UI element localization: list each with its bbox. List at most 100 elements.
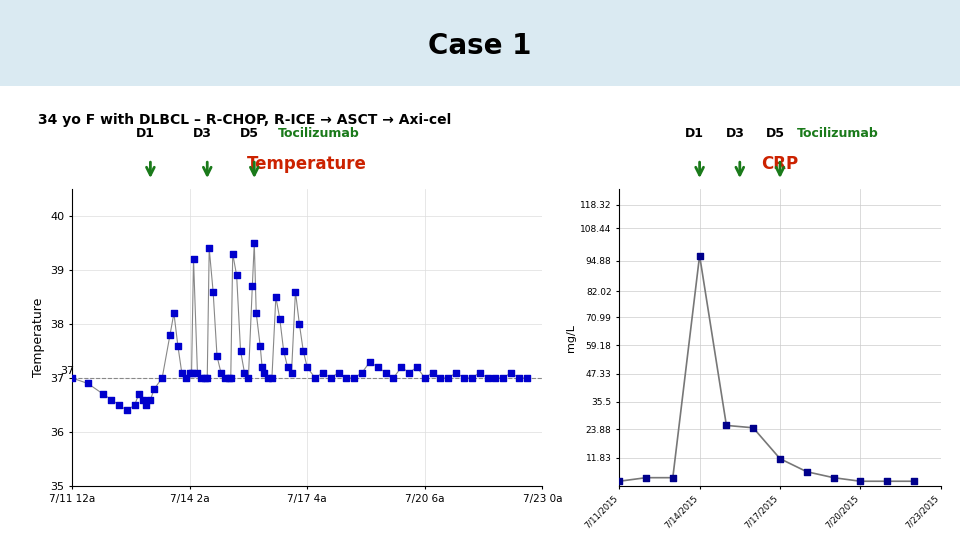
Point xyxy=(80,379,95,388)
Point xyxy=(638,474,654,482)
Point xyxy=(127,401,142,409)
Point xyxy=(488,374,503,382)
Point xyxy=(296,347,311,355)
Point xyxy=(433,374,448,382)
Point xyxy=(464,374,479,382)
Point xyxy=(417,374,432,382)
Point xyxy=(198,374,213,382)
Point xyxy=(252,341,268,350)
Point xyxy=(331,368,347,377)
Point xyxy=(186,255,202,264)
Point xyxy=(119,406,134,415)
Point xyxy=(166,309,181,318)
Point xyxy=(200,374,215,382)
Point xyxy=(852,477,868,485)
Point xyxy=(155,374,170,382)
Text: 34 yo F with DLBCL – R-CHOP, R-ICE → ASCT → Axi-cel: 34 yo F with DLBCL – R-CHOP, R-ICE → ASC… xyxy=(38,113,451,127)
Point xyxy=(170,341,185,350)
Text: CRP: CRP xyxy=(761,155,799,173)
Point xyxy=(245,282,260,291)
Point xyxy=(241,374,256,382)
Point xyxy=(425,368,441,377)
Y-axis label: mg/L: mg/L xyxy=(565,323,576,352)
Point xyxy=(665,474,681,482)
Point xyxy=(362,357,377,366)
Point xyxy=(456,374,471,382)
Text: Temperature: Temperature xyxy=(248,155,367,173)
Point xyxy=(307,374,323,382)
Point xyxy=(143,395,158,404)
Text: D3: D3 xyxy=(726,127,744,140)
Point xyxy=(96,390,111,399)
Text: D5: D5 xyxy=(240,127,259,140)
Point xyxy=(178,374,193,382)
Point xyxy=(254,363,270,372)
Point xyxy=(300,363,315,372)
Point xyxy=(202,244,217,253)
Point xyxy=(495,374,511,382)
Point xyxy=(205,287,221,296)
Point xyxy=(354,368,370,377)
Point xyxy=(315,368,330,377)
Y-axis label: Temperature: Temperature xyxy=(32,298,45,377)
Point xyxy=(194,374,209,382)
Point xyxy=(268,293,283,301)
Point xyxy=(184,368,200,377)
Point xyxy=(280,363,296,372)
Point xyxy=(386,374,401,382)
Point xyxy=(292,320,307,328)
Point xyxy=(472,368,488,377)
Text: D3: D3 xyxy=(193,127,212,140)
Point xyxy=(394,363,409,372)
Text: D1: D1 xyxy=(685,127,705,140)
Point xyxy=(213,368,228,377)
Point xyxy=(147,384,162,393)
Point xyxy=(181,368,198,377)
Point xyxy=(237,368,252,377)
Point xyxy=(772,454,787,463)
Point xyxy=(221,374,236,382)
Point xyxy=(503,368,518,377)
Point xyxy=(448,368,464,377)
Point xyxy=(260,374,276,382)
Point xyxy=(339,374,354,382)
Point xyxy=(879,477,895,485)
Point xyxy=(249,309,264,318)
Point xyxy=(64,374,80,382)
Point xyxy=(441,374,456,382)
Point xyxy=(519,374,535,382)
Point xyxy=(612,477,627,485)
Point xyxy=(347,374,362,382)
Text: 37: 37 xyxy=(60,366,74,376)
Point xyxy=(692,251,708,260)
Text: Case 1: Case 1 xyxy=(428,32,532,60)
Point xyxy=(409,363,424,372)
Point xyxy=(284,368,300,377)
Point xyxy=(225,249,240,258)
Point xyxy=(323,374,338,382)
Point xyxy=(401,368,417,377)
Text: D1: D1 xyxy=(136,127,156,140)
Point xyxy=(134,395,150,404)
Point xyxy=(264,374,279,382)
Point xyxy=(746,423,761,432)
Point xyxy=(111,401,127,409)
Text: Tocilizumab: Tocilizumab xyxy=(278,127,360,140)
Point xyxy=(174,368,189,377)
Point xyxy=(131,390,146,399)
Text: Tocilizumab: Tocilizumab xyxy=(797,127,879,140)
Point xyxy=(233,347,249,355)
Point xyxy=(719,421,734,430)
Point xyxy=(256,368,272,377)
Text: D5: D5 xyxy=(766,127,784,140)
Point xyxy=(826,474,841,482)
Point xyxy=(906,477,922,485)
Point xyxy=(217,374,232,382)
Point xyxy=(799,468,814,476)
Point xyxy=(104,395,119,404)
Point xyxy=(272,314,287,323)
Point xyxy=(209,352,225,361)
Point xyxy=(223,374,238,382)
Point xyxy=(139,401,155,409)
Point xyxy=(162,330,178,339)
